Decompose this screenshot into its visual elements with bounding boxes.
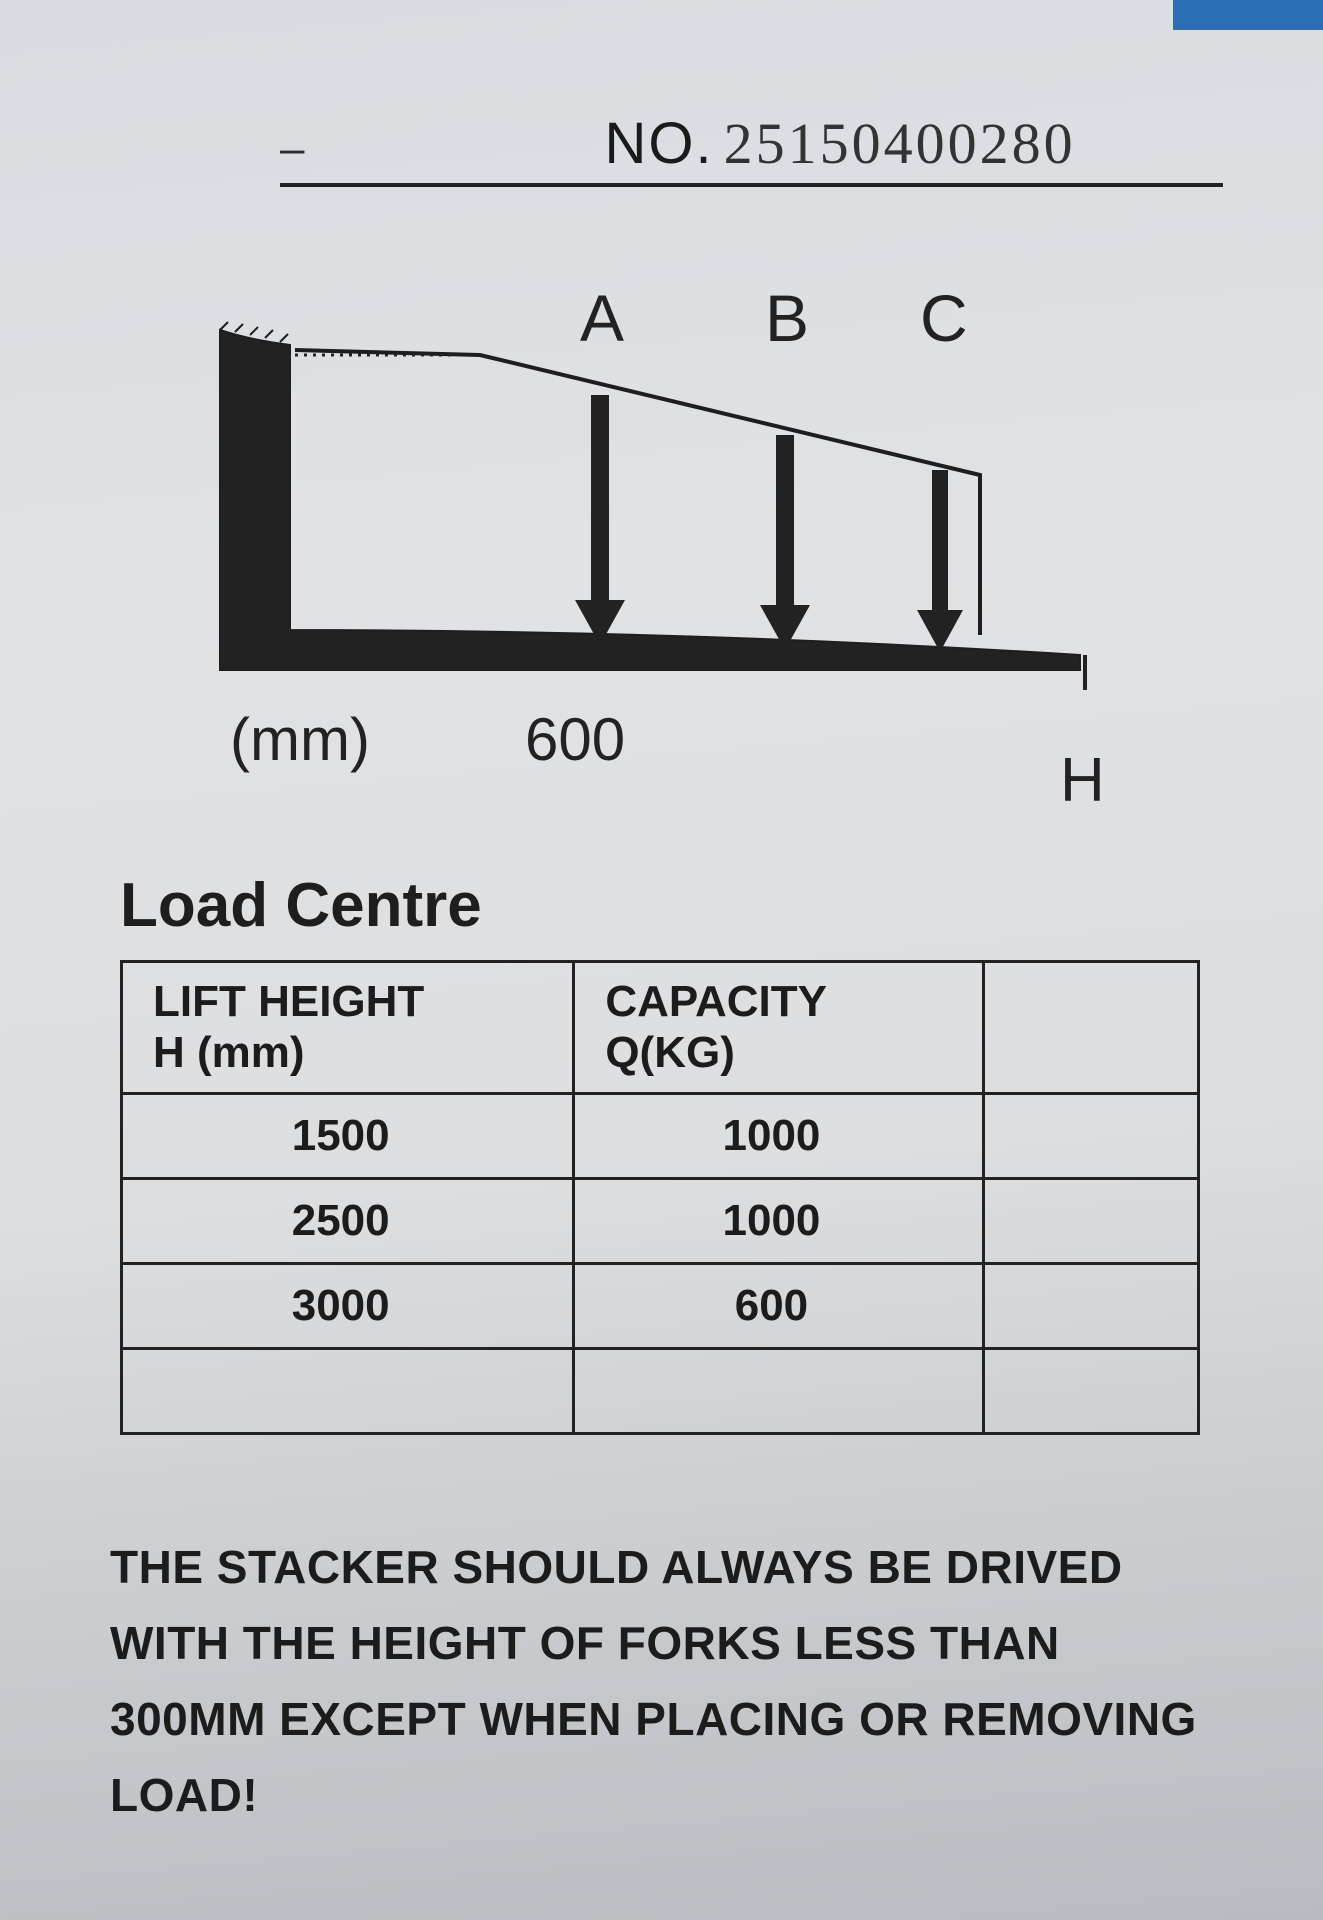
capacity-plate: – NO. 25150400280 A B C — [0, 0, 1323, 1920]
col-lift-height: LIFT HEIGHT H (mm) — [122, 962, 574, 1094]
table-title: Load Centre — [120, 870, 482, 941]
cell-capacity: 600 — [574, 1264, 983, 1349]
arrow-c — [917, 470, 963, 652]
cell-blank — [983, 1264, 1198, 1349]
cell-height: 2500 — [122, 1179, 574, 1264]
cell-blank — [983, 1179, 1198, 1264]
height-label: H — [1060, 745, 1105, 816]
dimension-value: 600 — [525, 705, 625, 774]
table-row: 1500 1000 — [122, 1094, 1199, 1179]
table-row: 3000 600 — [122, 1264, 1199, 1349]
arrow-a — [575, 395, 625, 645]
cell-height: 1500 — [122, 1094, 574, 1179]
load-outline — [295, 350, 980, 635]
cell-blank — [983, 1094, 1198, 1179]
table-row: 2500 1000 — [122, 1179, 1199, 1264]
warning-text: THE STACKER SHOULD ALWAYS BE DRIVED WITH… — [110, 1530, 1213, 1834]
col-blank — [983, 962, 1198, 1094]
table-row — [122, 1349, 1199, 1434]
dash-mark: – — [280, 124, 304, 174]
cell-capacity — [574, 1349, 983, 1434]
cell-capacity: 1000 — [574, 1094, 983, 1179]
serial-prefix: NO. — [604, 110, 713, 177]
load-centre-table: LIFT HEIGHT H (mm) CAPACITY Q(KG) 1500 1… — [120, 960, 1200, 1435]
cell-height — [122, 1349, 574, 1434]
serial-number: 25150400280 — [724, 110, 1076, 177]
fork-diagram-svg — [180, 320, 1180, 740]
cell-capacity: 1000 — [574, 1179, 983, 1264]
arrow-b — [760, 435, 810, 650]
unit-label: (mm) — [230, 705, 370, 774]
cell-height: 3000 — [122, 1264, 574, 1349]
table-header-row: LIFT HEIGHT H (mm) CAPACITY Q(KG) — [122, 962, 1199, 1094]
col-capacity: CAPACITY Q(KG) — [574, 962, 983, 1094]
load-diagram: A B C — [180, 280, 1180, 780]
serial-row: – NO. 25150400280 — [280, 110, 1223, 187]
cell-blank — [983, 1349, 1198, 1434]
